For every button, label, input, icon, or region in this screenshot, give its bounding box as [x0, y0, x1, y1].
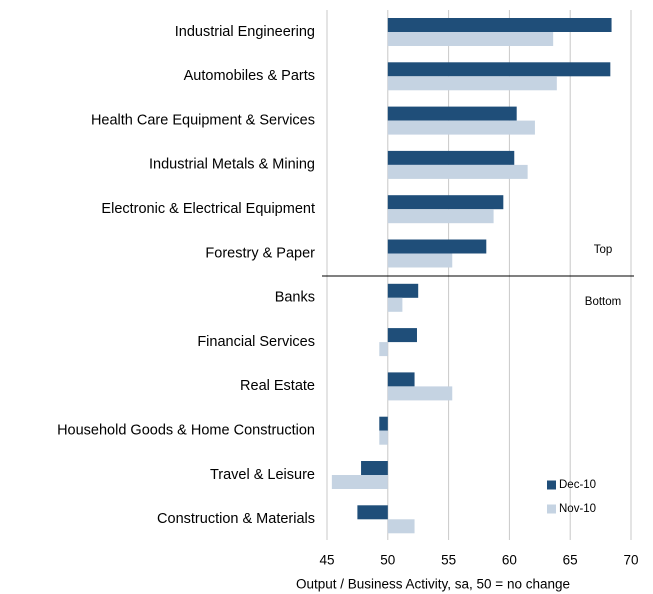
category-label: Financial Services — [197, 334, 315, 350]
category-label: Household Goods & Home Construction — [57, 423, 315, 439]
annotation: Bottom — [585, 296, 621, 308]
category-label: Banks — [275, 290, 315, 306]
bar — [387, 120, 535, 135]
category-label: Real Estate — [240, 378, 315, 394]
bar — [387, 195, 504, 210]
bar — [331, 475, 388, 489]
category-label: Forestry & Paper — [205, 245, 315, 261]
category-label: Travel & Leisure — [210, 467, 315, 483]
bar — [387, 209, 494, 224]
bar — [387, 386, 453, 401]
category-label: Construction & Materials — [157, 511, 315, 527]
x-tick-label: 55 — [441, 553, 456, 568]
category-label: Industrial Metals & Mining — [149, 157, 315, 173]
bar — [387, 164, 528, 179]
bar — [387, 519, 415, 534]
bar — [387, 62, 611, 77]
legend-label: Nov-10 — [559, 503, 596, 515]
bar — [387, 297, 403, 312]
x-tick-label: 70 — [623, 553, 638, 568]
category-label: Electronic & Electrical Equipment — [101, 201, 315, 217]
bar — [387, 253, 453, 268]
bar — [387, 18, 612, 32]
bar — [379, 416, 388, 431]
bar — [387, 150, 515, 165]
category-label: Industrial Engineering — [175, 24, 315, 40]
category-label: Health Care Equipment & Services — [91, 112, 315, 128]
legend-label: Dec-10 — [559, 479, 596, 491]
bar — [379, 430, 388, 445]
x-tick-label: 65 — [563, 553, 578, 568]
bar — [387, 283, 419, 298]
bar — [361, 461, 388, 475]
bar — [387, 106, 517, 121]
x-tick-label: 50 — [380, 553, 395, 568]
bar — [387, 328, 417, 343]
bar — [387, 32, 554, 46]
annotation: Top — [594, 244, 613, 256]
bar — [387, 76, 557, 91]
category-label: Automobiles & Parts — [184, 68, 315, 84]
bar — [379, 342, 388, 357]
x-tick-label: 45 — [319, 553, 334, 568]
x-tick-label: 60 — [502, 553, 517, 568]
x-axis-label: Output / Business Activity, sa, 50 = no … — [296, 577, 570, 592]
bar — [387, 239, 487, 254]
legend-swatch — [547, 480, 556, 490]
bar — [387, 372, 415, 387]
legend-swatch — [547, 504, 556, 514]
bar — [357, 505, 388, 520]
